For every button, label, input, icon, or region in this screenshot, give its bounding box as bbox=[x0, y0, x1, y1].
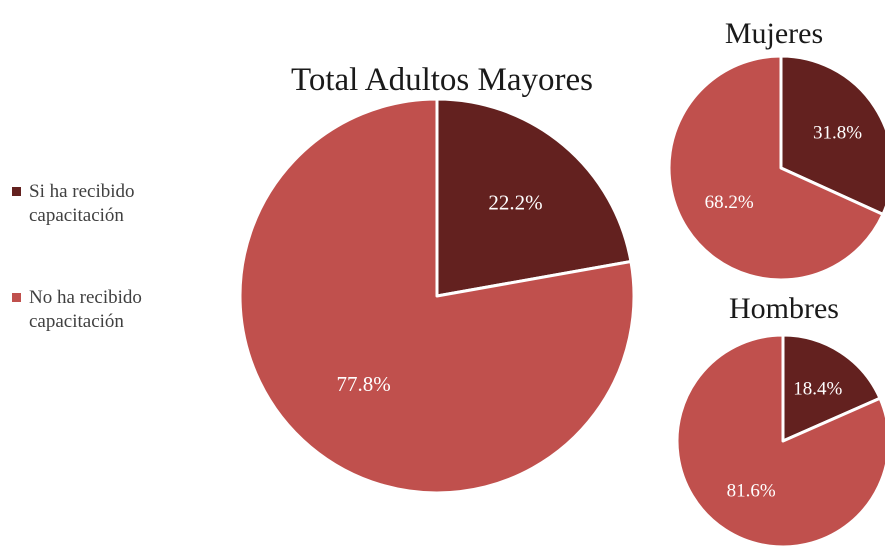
pie-total: Total Adultos Mayores 22.2% 77.8% bbox=[238, 62, 636, 495]
pie-slice-no bbox=[238, 97, 636, 495]
data-label-no: 77.8% bbox=[336, 372, 390, 396]
data-label-no: 68.2% bbox=[705, 192, 754, 213]
legend-item-no: No ha recibido capacitación bbox=[12, 287, 142, 332]
legend-item-si: Si ha recibido capacitación bbox=[12, 181, 135, 226]
pie-title-total: Total Adultos Mayores bbox=[291, 62, 593, 98]
pie-title-hombres: Hombres bbox=[729, 292, 839, 325]
pie-slice-si bbox=[779, 54, 885, 216]
pies: Total Adultos Mayores 22.2% 77.8% Mujeres 31… bbox=[238, 17, 885, 546]
legend-label-line: Si ha recibido bbox=[29, 181, 135, 202]
pie-slice-no bbox=[675, 333, 885, 546]
data-label-si: 22.2% bbox=[488, 191, 542, 215]
legend-swatch bbox=[12, 187, 21, 196]
pie-slice-si bbox=[781, 333, 882, 443]
data-label-no: 81.6% bbox=[727, 480, 776, 501]
legend-swatch bbox=[12, 293, 21, 302]
pie-title-mujeres: Mujeres bbox=[725, 17, 823, 50]
pie-slice-no bbox=[667, 54, 885, 282]
legend-label-line: No ha recibido bbox=[29, 287, 142, 308]
pie-hombres: Hombres 18.4% 81.6% bbox=[675, 292, 885, 546]
pie-slice-si bbox=[435, 97, 633, 298]
legend-label-line: capacitación bbox=[29, 311, 124, 332]
data-label-si: 18.4% bbox=[793, 378, 842, 399]
pie-mujeres: Mujeres 31.8% 68.2% bbox=[667, 17, 885, 282]
data-label-si: 31.8% bbox=[813, 122, 862, 143]
legend-label-line: capacitación bbox=[29, 205, 124, 226]
